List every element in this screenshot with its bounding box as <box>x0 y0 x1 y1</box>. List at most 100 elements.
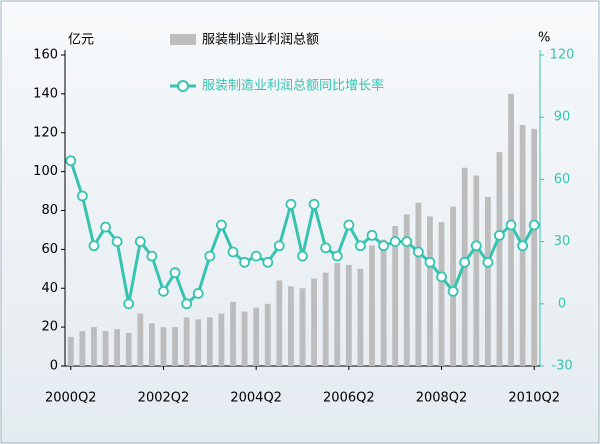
legend-swatch <box>170 34 196 45</box>
bar <box>531 128 538 366</box>
point <box>239 256 250 268</box>
point <box>250 250 262 262</box>
bar <box>415 202 422 366</box>
bar <box>137 313 144 366</box>
legend-label: 服装制造业利润总额 <box>202 33 319 48</box>
bar <box>218 313 225 366</box>
point <box>111 236 123 248</box>
y2-tick-label: -30 <box>551 359 572 374</box>
legend-swatch <box>177 80 189 92</box>
point <box>343 219 355 231</box>
bar <box>484 196 491 366</box>
bar <box>91 327 97 366</box>
bar <box>357 268 364 366</box>
point <box>482 256 494 268</box>
point <box>181 298 193 310</box>
point <box>308 198 320 210</box>
y-tick-label: 60 <box>41 242 58 257</box>
point <box>378 240 389 252</box>
bar <box>102 331 109 366</box>
point <box>216 219 227 231</box>
bar <box>496 152 503 366</box>
bar <box>125 332 132 366</box>
x-tick-label: 2002Q2 <box>138 391 190 406</box>
point <box>134 236 146 248</box>
bar <box>392 226 399 366</box>
point <box>88 240 100 252</box>
x-tick-label: 2006Q2 <box>323 391 375 406</box>
bar <box>241 311 248 366</box>
point <box>123 298 135 310</box>
y-tick-label: 160 <box>33 48 58 63</box>
bar <box>264 303 271 366</box>
bar <box>334 262 341 366</box>
point <box>192 288 204 299</box>
point <box>158 285 169 297</box>
point <box>65 155 77 167</box>
y2-tick-label: 120 <box>550 48 575 63</box>
y-tick-label: 140 <box>33 86 58 101</box>
point <box>470 240 482 252</box>
bar <box>427 216 433 366</box>
legend-label: 服装制造业利润总额同比增长率 <box>202 78 384 94</box>
x-tick-label: 2010Q2 <box>508 391 560 406</box>
point <box>100 221 111 233</box>
bar <box>160 327 167 366</box>
bar <box>403 214 410 366</box>
bar <box>299 288 306 366</box>
point <box>412 246 424 258</box>
point <box>366 229 378 241</box>
y-tick-label: 20 <box>41 320 58 335</box>
y2-tick-label: 90 <box>554 110 571 125</box>
bar <box>230 301 236 366</box>
y-tick-label: 100 <box>33 164 58 179</box>
point <box>320 242 332 254</box>
bar <box>67 336 74 366</box>
point <box>389 236 401 248</box>
point <box>424 256 436 268</box>
bar <box>206 317 213 366</box>
point <box>204 250 216 262</box>
bar <box>322 272 329 366</box>
bar <box>345 264 352 366</box>
x-tick-label: 2008Q2 <box>416 391 468 406</box>
point <box>169 267 181 279</box>
y-tick-label: 80 <box>41 203 58 218</box>
x-tick-label: 2004Q2 <box>230 391 282 406</box>
point <box>273 240 285 252</box>
bar <box>369 245 375 366</box>
bar <box>438 222 445 366</box>
bar <box>276 280 283 366</box>
y2-tick-label: 0 <box>558 296 566 311</box>
point <box>146 250 158 262</box>
y2-tick-label: 60 <box>554 172 571 187</box>
bar <box>183 317 190 366</box>
point <box>262 256 274 268</box>
y2-tick-label: 30 <box>554 234 571 249</box>
bar <box>195 319 202 366</box>
point <box>355 240 366 252</box>
point <box>76 190 88 202</box>
point <box>227 246 239 258</box>
point <box>459 256 471 268</box>
point <box>401 236 413 248</box>
bar <box>148 323 155 366</box>
point <box>436 271 447 283</box>
bar <box>253 307 260 366</box>
point <box>517 240 529 252</box>
x-tick-label: 2000Q2 <box>45 391 97 406</box>
bar <box>79 331 86 366</box>
y-tick-label: 120 <box>33 125 58 140</box>
point <box>447 285 459 297</box>
bar <box>473 175 480 366</box>
y-unit: 亿元 <box>68 33 94 48</box>
point <box>297 250 308 262</box>
point <box>331 250 343 262</box>
bar <box>380 239 387 366</box>
bar <box>311 278 317 366</box>
bar <box>114 329 121 366</box>
bar <box>172 327 178 366</box>
y2-unit: % <box>538 31 550 46</box>
y-tick-label: 0 <box>50 359 58 374</box>
